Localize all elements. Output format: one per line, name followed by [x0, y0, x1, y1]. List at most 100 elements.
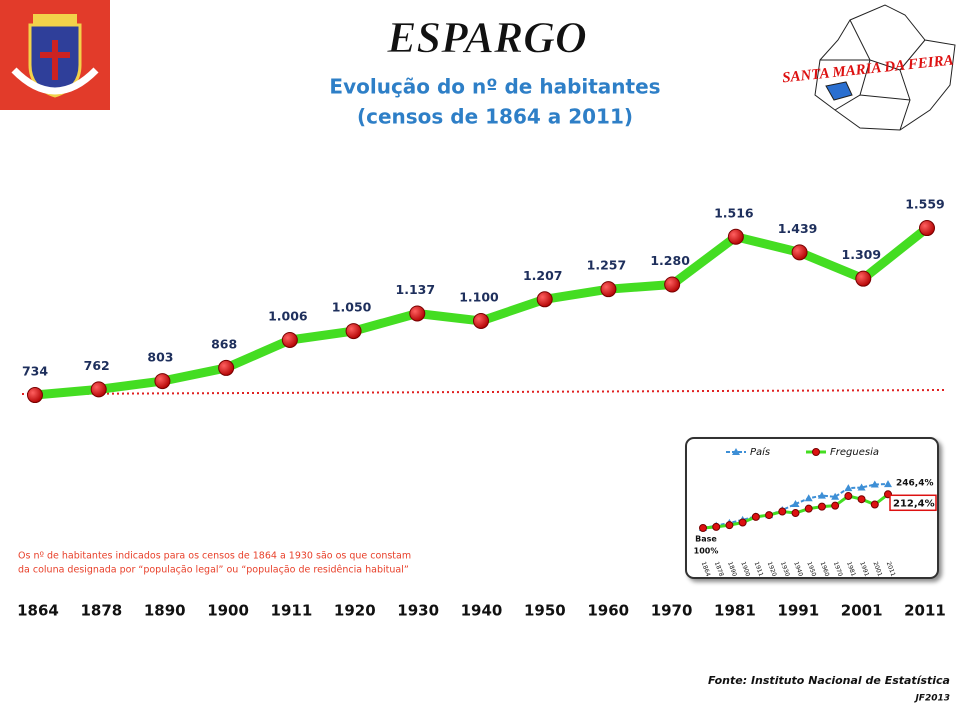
inset-x-label: 1930	[779, 561, 791, 578]
x-tick-label: 1878	[80, 602, 122, 620]
credit: JF2013	[913, 694, 950, 704]
inset-x-label: 1890	[726, 561, 738, 578]
data-label: 734	[22, 364, 48, 379]
inset-x-label: 1878	[713, 561, 725, 578]
inset-marker	[844, 484, 853, 492]
inset-marker	[751, 512, 760, 521]
inset-data-label: 246,4%	[896, 479, 934, 489]
inset-marker	[817, 491, 826, 499]
data-label: 1.137	[396, 282, 436, 297]
subtitle: (censos de 1864 a 2011)	[357, 105, 633, 129]
inset-marker	[725, 521, 734, 530]
inset-x-label: 1864	[700, 561, 712, 578]
x-tick-label: 1890	[144, 602, 186, 620]
inset-x-label: 1970	[832, 561, 844, 578]
inset-data-label: 212,4%	[893, 498, 935, 509]
inset-x-label: 1920	[766, 561, 778, 578]
marker	[90, 381, 107, 398]
inset-marker	[791, 509, 800, 518]
marker	[345, 323, 362, 340]
annotation: 100%	[694, 547, 719, 556]
note: da coluna designada por “população legal…	[18, 565, 409, 576]
inset-x-label: 1900	[739, 561, 751, 578]
inset-marker	[857, 495, 866, 504]
inset-marker	[699, 524, 707, 532]
marker	[409, 305, 426, 322]
inset-x-label: 2011	[885, 561, 897, 578]
data-label: 1.006	[268, 308, 308, 323]
data-label: 803	[147, 350, 173, 365]
x-tick-label: 1911	[271, 602, 313, 620]
marker	[281, 331, 298, 348]
data-label: 762	[84, 358, 110, 373]
x-tick-label: 1900	[207, 602, 249, 620]
marker	[473, 312, 489, 329]
marker	[27, 387, 43, 404]
data-label: 1.257	[587, 258, 627, 273]
legend-marker	[812, 448, 820, 456]
marker	[536, 291, 553, 308]
x-tick-label: 1920	[334, 602, 376, 620]
marker	[154, 373, 171, 390]
data-label: 1.050	[332, 300, 372, 315]
data-label: 1.559	[905, 197, 945, 212]
inset-marker	[844, 492, 853, 501]
inset-x-label: 2001	[871, 561, 883, 578]
source: Fonte: Instituto Nacional de Estatística	[708, 674, 950, 687]
data-label: 1.100	[459, 289, 499, 304]
data-label: 1.439	[778, 221, 818, 236]
x-tick-label: 2011	[904, 602, 946, 620]
legend-label: País	[750, 446, 770, 458]
inset-marker	[870, 480, 879, 488]
legend-label: Freguesia	[830, 447, 879, 458]
x-tick-label: 1940	[461, 602, 503, 620]
inset-x-label: 1960	[819, 561, 831, 578]
data-label: 868	[211, 336, 237, 351]
inset-x-label: 1991	[858, 561, 870, 578]
x-tick-label: 1981	[714, 602, 756, 620]
data-label: 1.516	[714, 205, 754, 220]
inset-x-label: 1950	[805, 561, 817, 578]
inset-marker	[817, 502, 826, 511]
inset-x-label: 1981	[845, 561, 857, 578]
inset-marker	[831, 492, 840, 500]
marker	[600, 281, 617, 298]
marker	[919, 220, 935, 237]
x-tick-label: 1950	[524, 602, 566, 620]
marker	[727, 228, 744, 245]
title: ESPARGO	[386, 13, 587, 62]
note: Os nº de habitantes indicados para os ce…	[18, 551, 411, 562]
inset-x-label: 1940	[792, 561, 804, 578]
data-label: 1.280	[650, 253, 690, 268]
x-tick-label: 1930	[397, 602, 439, 620]
subtitle: Evolução do nº de habitantes	[329, 75, 660, 99]
map-label: SANTA MARIA DA FEIRA	[781, 52, 954, 86]
map	[814, 4, 956, 131]
data-label: 1.207	[523, 268, 563, 283]
marker	[855, 270, 872, 287]
inset-marker	[884, 480, 892, 488]
label-box	[889, 494, 937, 512]
data-label: 1.309	[842, 247, 882, 262]
base-line	[21, 389, 946, 395]
crest	[0, 0, 110, 110]
inset-marker	[831, 501, 840, 510]
inset-marker	[804, 504, 813, 513]
inset-marker	[791, 500, 800, 507]
x-tick-label: 1960	[587, 602, 629, 620]
inset-marker	[870, 500, 879, 509]
legend-marker	[732, 448, 740, 455]
inset-marker	[778, 507, 787, 516]
marker	[664, 276, 681, 293]
inset-marker	[804, 494, 813, 502]
x-tick-label: 1991	[777, 602, 819, 620]
inset-x-label: 1911	[753, 561, 765, 578]
inset-marker	[765, 511, 774, 520]
marker	[218, 359, 235, 376]
x-tick-label: 1970	[651, 602, 693, 620]
annotation: Base	[695, 535, 717, 544]
x-tick-label: 2001	[841, 602, 883, 620]
inset-marker	[857, 483, 866, 491]
x-tick-label: 1864	[17, 602, 59, 620]
